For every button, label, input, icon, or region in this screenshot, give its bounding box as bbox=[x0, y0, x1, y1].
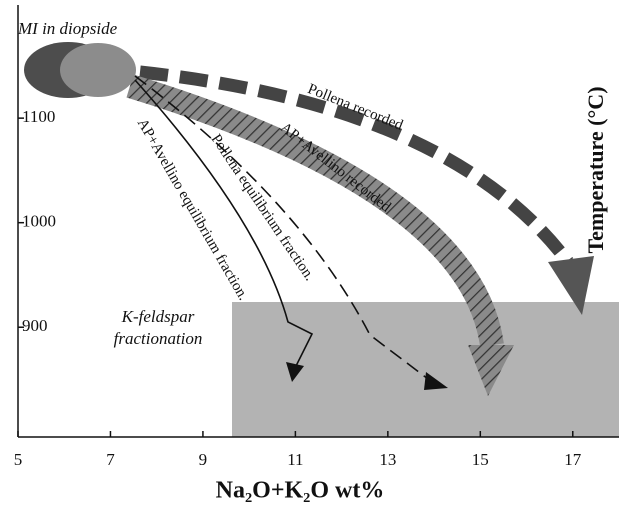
x-tick-label: 13 bbox=[379, 450, 396, 469]
x-tick-label: 15 bbox=[472, 450, 489, 469]
y-axis-label: Temperature (°C) bbox=[583, 86, 608, 253]
x-tick-label: 5 bbox=[14, 450, 23, 469]
x-tick-label: 9 bbox=[199, 450, 208, 469]
y-tick-label: 1000 bbox=[22, 212, 56, 231]
x-tick-label: 7 bbox=[106, 450, 115, 469]
mi-blob-light bbox=[60, 43, 136, 97]
x-tick-label: 11 bbox=[287, 450, 303, 469]
annotation: K-feldspar bbox=[121, 307, 195, 326]
x-axis-label: Na₂O+K₂O wt% bbox=[216, 478, 385, 504]
annotation: fractionation bbox=[114, 329, 203, 348]
annotation: AP+Avellino recorded bbox=[277, 120, 394, 216]
y-tick-label: 1100 bbox=[22, 107, 55, 126]
x-tick-label: 17 bbox=[564, 450, 582, 469]
y-tick-label: 900 bbox=[22, 316, 48, 335]
chart: MI in diopside Pollena recorded AP+Avell… bbox=[0, 0, 619, 509]
annotation: MI in diopside bbox=[17, 19, 118, 38]
annotation: AP+Avellino equilibrium fraction. bbox=[134, 116, 251, 303]
